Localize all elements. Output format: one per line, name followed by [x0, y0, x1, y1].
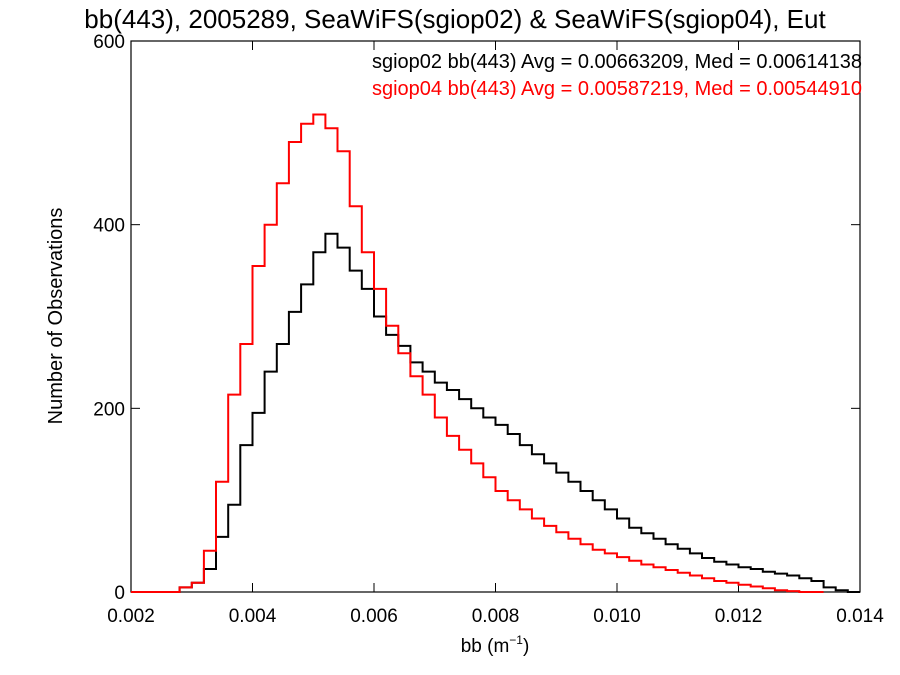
y-tick-label: 0 — [114, 583, 125, 604]
x-axis-ticks: 0.002 0.004 0.006 0.008 0.010 0.012 0.014 — [107, 41, 884, 627]
y-tick-label: 400 — [93, 216, 125, 237]
y-tick-label: 600 — [93, 32, 125, 53]
x-tick-label: 0.008 — [472, 606, 520, 627]
histogram-series-sgiop02 — [131, 232, 860, 593]
x-tick-label: 0.006 — [350, 606, 398, 627]
y-axis-label: Number of Observations — [45, 208, 67, 425]
stats-annotation-sgiop02: sgiop02 bb(443) Avg = 0.00663209, Med = … — [372, 51, 862, 73]
plot-frame — [130, 40, 861, 593]
x-tick-label: 0.014 — [836, 606, 884, 627]
y-axis-ticks: 0 200 400 600 — [93, 32, 860, 604]
histogram-series-sgiop04 — [131, 113, 824, 593]
x-tick-label: 0.002 — [107, 606, 155, 627]
x-tick-label: 0.010 — [593, 606, 641, 627]
x-tick-label: 0.012 — [715, 606, 763, 627]
x-tick-label: 0.004 — [229, 606, 277, 627]
chart-title: bb(443), 2005289, SeaWiFS(sgiop02) & Sea… — [84, 4, 826, 34]
stats-annotation-sgiop04: sgiop04 bb(443) Avg = 0.00587219, Med = … — [372, 78, 862, 100]
x-axis-label: bb (m−1) — [461, 633, 530, 657]
x-axis-label-close: ) — [523, 636, 529, 657]
series-layer — [131, 113, 860, 593]
y-tick-label: 200 — [93, 399, 125, 420]
x-axis-label-superscript: −1 — [509, 633, 523, 647]
